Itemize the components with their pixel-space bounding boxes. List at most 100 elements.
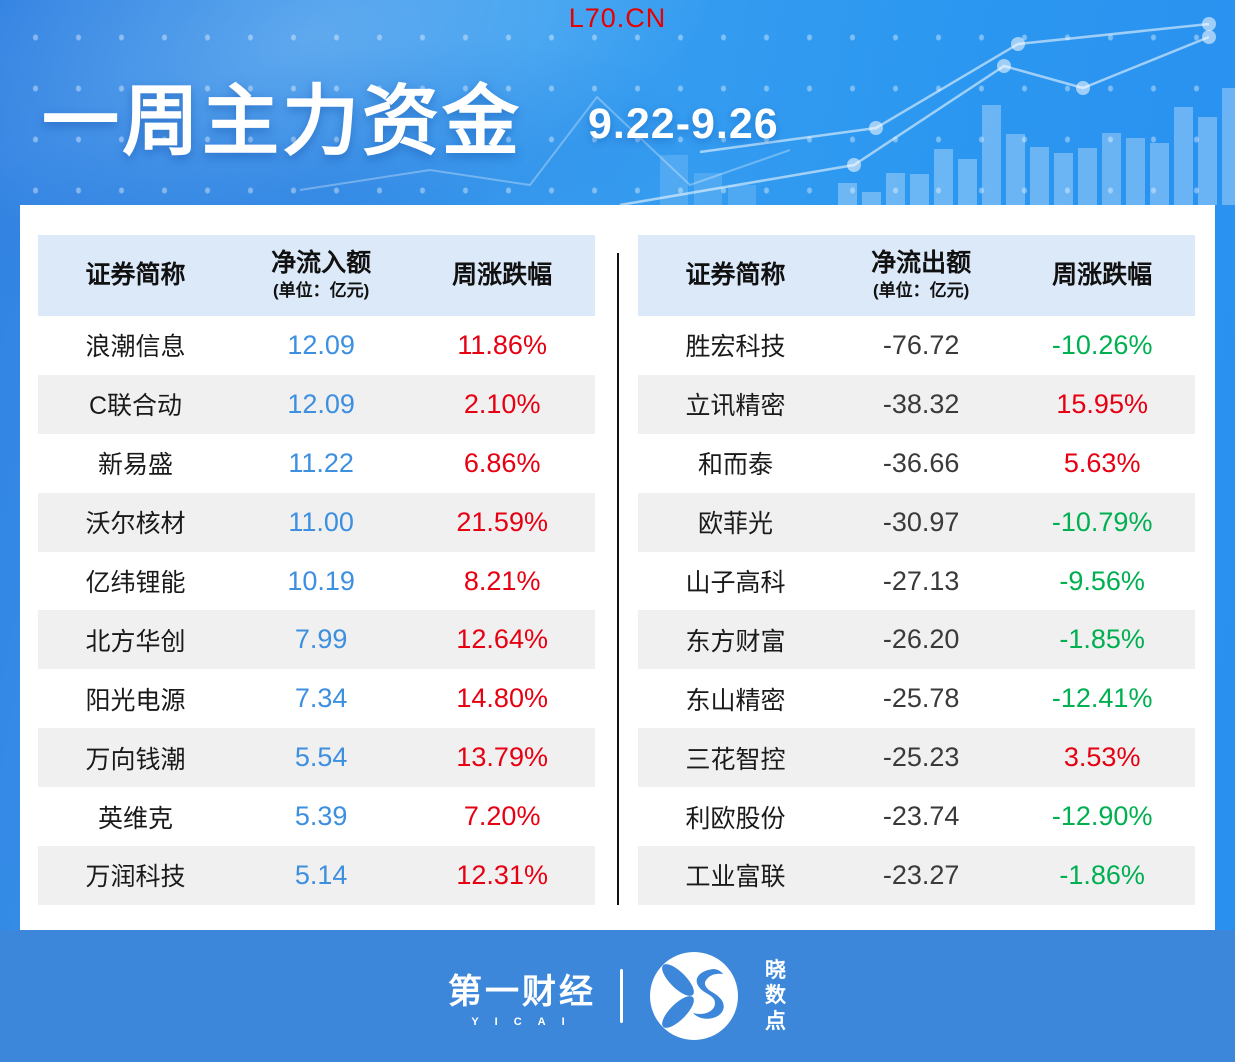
- weekly-change-cell: 5.63%: [1063, 447, 1141, 478]
- table-row: 沃尔核材 11.00 21.59%: [38, 492, 595, 552]
- outflow-table-header: 证券简称 净流出额 (单位：亿元) 周涨跌幅: [638, 235, 1195, 316]
- yicai-logo-subtext: YICAI: [471, 1016, 581, 1028]
- table-row: 和而泰 -36.66 5.63%: [638, 434, 1195, 493]
- outflow-table-body: 胜宏科技 -76.72 -10.26% 立讯精密 -38.32 15.95% 和…: [638, 316, 1195, 905]
- table-row: 浪潮信息 12.09 11.86%: [38, 316, 595, 375]
- page-title: 一周主力资金: [42, 79, 522, 165]
- weekly-change-cell: -1.86%: [1059, 859, 1145, 890]
- header-net-outflow-label: 净流出额: [871, 249, 972, 278]
- inflow-table-header: 证券简称 净流入额 (单位：亿元) 周涨跌幅: [38, 235, 595, 316]
- yicai-logo-text: 第一财经: [448, 973, 596, 1011]
- stock-name-cell: 北方华创: [85, 627, 186, 656]
- flow-value-cell: 5.14: [294, 859, 348, 890]
- footer: 第一财经 YICAI 晓 数 点: [0, 930, 1235, 1062]
- inflow-table-body: 浪潮信息 12.09 11.86% C联合动 12.09 2.10% 新易盛 1…: [38, 316, 595, 905]
- stock-name-cell: 东山精密: [685, 686, 786, 715]
- table-row: 北方华创 7.99 12.64%: [38, 610, 595, 670]
- table-row: 胜宏科技 -76.72 -10.26%: [638, 316, 1195, 375]
- stock-name-cell: 沃尔核材: [85, 510, 186, 539]
- stock-name-cell: 亿纬锂能: [85, 569, 186, 597]
- table-row: 新易盛 11.22 6.86%: [38, 434, 595, 493]
- table-row: 东方财富 -26.20 -1.85%: [638, 610, 1195, 670]
- weekly-change-cell: 11.86%: [457, 329, 547, 360]
- table-row: C联合动 12.09 2.10%: [38, 374, 595, 434]
- flow-value-cell: 11.00: [288, 506, 354, 537]
- stock-name-cell: 胜宏科技: [685, 333, 786, 362]
- flow-value-cell: -36.66: [882, 447, 960, 478]
- weekly-change-cell: 15.95%: [1056, 388, 1148, 419]
- flow-value-cell: 5.54: [294, 742, 348, 773]
- flow-value-cell: 5.39: [294, 801, 348, 832]
- weekly-change-cell: -10.26%: [1051, 329, 1153, 360]
- outflow-table: 证券简称 净流出额 (单位：亿元) 周涨跌幅 胜宏科技 -76.72 -10.2…: [638, 235, 1195, 905]
- weekly-change-cell: 13.79%: [456, 742, 548, 773]
- xsd-char-2: 数: [765, 984, 787, 1008]
- weekly-change-cell: 8.21%: [463, 565, 541, 596]
- stock-name-cell: 和而泰: [697, 451, 773, 480]
- stock-name-cell: 新易盛: [97, 451, 173, 480]
- table-row: 英维克 5.39 7.20%: [38, 787, 595, 846]
- stock-name-cell: 立讯精密: [685, 392, 786, 421]
- weekly-change-cell: 3.53%: [1063, 742, 1141, 773]
- xsd-char-3: 点: [765, 1009, 787, 1033]
- stock-name-cell: 浪潮信息: [85, 333, 186, 362]
- flow-value-cell: 7.99: [294, 624, 348, 655]
- stock-name-cell: C联合动: [88, 392, 182, 421]
- date-range: 9.22-9.26: [588, 100, 779, 148]
- flow-value-cell: 12.09: [287, 329, 355, 360]
- header-weekly-change: 周涨跌幅: [1052, 260, 1153, 289]
- inflow-table: 证券简称 净流入额 (单位：亿元) 周涨跌幅 浪潮信息 12.09 11.86%…: [38, 235, 595, 905]
- weekly-change-cell: -9.56%: [1059, 565, 1145, 596]
- flow-value-cell: -26.20: [882, 624, 960, 655]
- table-row: 万润科技 5.14 12.31%: [38, 846, 595, 905]
- flow-value-cell: -25.78: [882, 683, 960, 714]
- table-row: 三花智控 -25.23 3.53%: [638, 728, 1195, 788]
- stock-name-cell: 阳光电源: [85, 686, 186, 715]
- table-row: 利欧股份 -23.74 -12.90%: [638, 787, 1195, 846]
- data-card: 证券简称 净流入额 (单位：亿元) 周涨跌幅 浪潮信息 12.09 11.86%…: [20, 205, 1215, 930]
- header-unit-label: (单位：亿元): [272, 280, 370, 300]
- weekly-change-cell: -1.85%: [1059, 624, 1145, 655]
- xiaoshudian-logo-text: 晓 数 点: [765, 958, 787, 1034]
- weekly-change-cell: 6.86%: [463, 447, 541, 478]
- flow-value-cell: -23.27: [882, 859, 960, 890]
- stock-name-cell: 利欧股份: [685, 804, 786, 833]
- stock-name-cell: 三花智控: [685, 745, 786, 774]
- flow-value-cell: -38.32: [882, 388, 960, 419]
- flow-value-cell: -76.72: [882, 329, 960, 360]
- stock-name-cell: 东方财富: [685, 627, 786, 656]
- table-divider: [617, 253, 619, 905]
- weekly-change-cell: 14.80%: [456, 683, 548, 714]
- weekly-change-cell: 12.64%: [456, 624, 548, 655]
- xiaoshudian-logo-icon: [650, 952, 738, 1040]
- flow-value-cell: 10.19: [287, 565, 355, 596]
- table-row: 东山精密 -25.78 -12.41%: [638, 669, 1195, 728]
- stock-name-cell: 欧菲光: [697, 510, 773, 539]
- xsd-char-1: 晓: [765, 959, 787, 983]
- header-net-inflow-label: 净流入额: [271, 249, 372, 278]
- yicai-logo: 第一财经 YICAI: [448, 964, 596, 1028]
- flow-value-cell: -27.13: [882, 565, 960, 596]
- flow-value-cell: -25.23: [882, 742, 960, 773]
- header-stock-name: 证券简称: [85, 260, 186, 289]
- table-row: 亿纬锂能 10.19 8.21%: [38, 552, 595, 611]
- flow-value-cell: 12.09: [287, 388, 355, 419]
- table-row: 欧菲光 -30.97 -10.79%: [638, 492, 1195, 552]
- weekly-change-cell: -10.79%: [1051, 506, 1153, 537]
- table-row: 立讯精密 -38.32 15.95%: [638, 374, 1195, 434]
- flow-value-cell: -23.74: [882, 801, 960, 832]
- table-row: 山子高科 -27.13 -9.56%: [638, 552, 1195, 611]
- weekly-change-cell: 2.10%: [463, 388, 541, 419]
- flow-value-cell: 7.34: [294, 683, 348, 714]
- weekly-change-cell: -12.90%: [1051, 801, 1153, 832]
- flow-value-cell: -30.97: [882, 506, 960, 537]
- stock-name-cell: 山子高科: [685, 569, 786, 597]
- header-weekly-change: 周涨跌幅: [452, 260, 553, 289]
- stock-name-cell: 英维克: [97, 804, 173, 833]
- weekly-change-cell: 21.59%: [456, 506, 548, 537]
- header-net-inflow: 净流入额 (单位：亿元): [233, 250, 409, 300]
- weekly-change-cell: 12.31%: [456, 859, 548, 890]
- stock-name-cell: 工业富联: [685, 863, 786, 892]
- stock-name-cell: 万向钱潮: [85, 745, 186, 774]
- flow-value-cell: 11.22: [288, 447, 354, 478]
